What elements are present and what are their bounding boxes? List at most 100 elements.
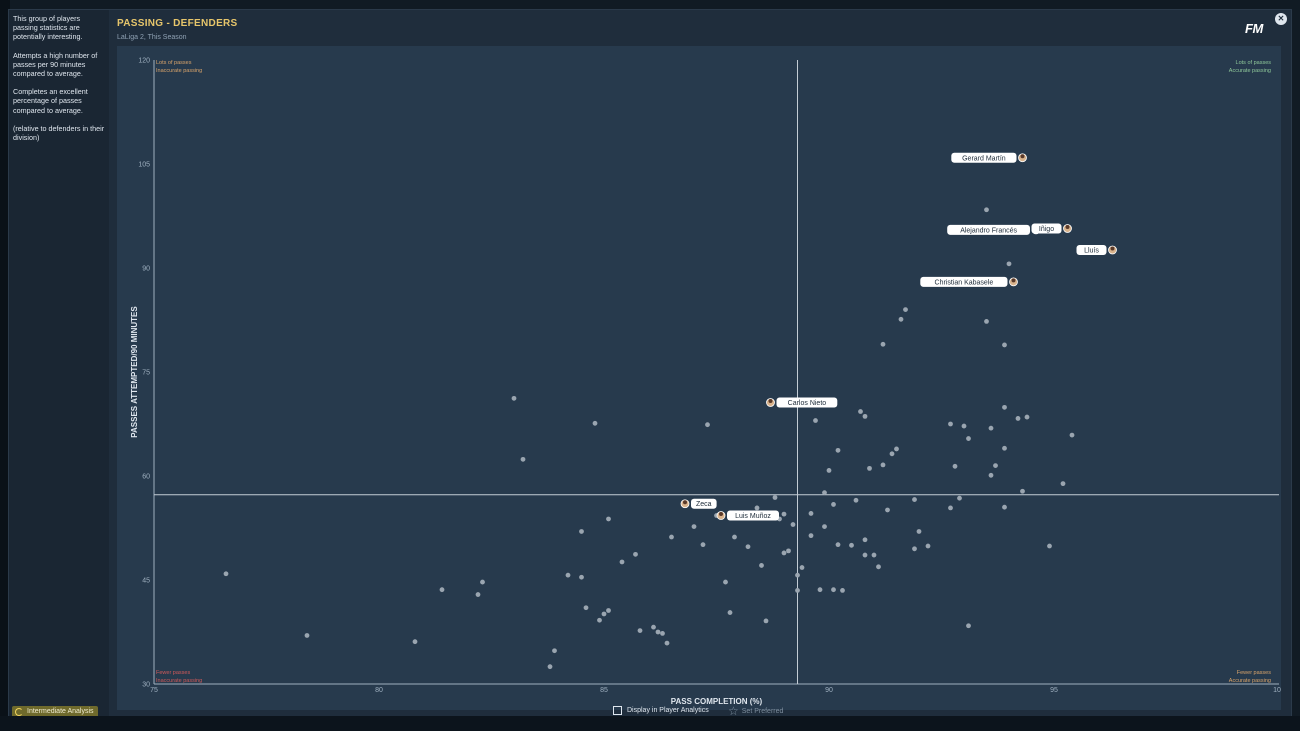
data-point	[880, 341, 886, 347]
data-point	[772, 495, 778, 500]
data-point	[867, 465, 872, 471]
data-point	[925, 543, 931, 549]
quadrant-label-bottom-left: Fewer passes	[156, 670, 190, 676]
data-point	[592, 420, 598, 426]
player-label: Christian Kabasele	[935, 279, 994, 286]
data-point	[786, 548, 791, 554]
data-point	[795, 588, 800, 593]
close-icon[interactable]: ✕	[1275, 13, 1287, 25]
player-avatar-hair	[768, 399, 773, 404]
bottom-edge	[0, 716, 1300, 731]
data-point	[984, 318, 989, 324]
y-tick-label: 75	[142, 370, 150, 377]
y-tick-label: 105	[138, 162, 150, 169]
player-label: Lluís	[1084, 247, 1099, 254]
data-point	[754, 505, 760, 511]
x-tick-label: 95	[1050, 687, 1058, 694]
data-point	[601, 611, 607, 617]
data-point	[826, 468, 832, 473]
fm-logo: FM	[1245, 21, 1263, 36]
player-avatar-hair	[1065, 224, 1070, 229]
player-label-bg	[947, 224, 1030, 235]
quadrant-label-top-right: Lots of passes	[1236, 60, 1272, 66]
x-tick-label: 75	[150, 687, 158, 694]
analysis-panel: This group of players passing statistics…	[8, 9, 1292, 723]
data-point	[876, 564, 881, 570]
player-label: Alejandro Francés	[960, 227, 1017, 234]
data-point	[988, 425, 994, 431]
data-point	[831, 502, 836, 507]
data-point	[813, 418, 818, 423]
data-point	[723, 579, 728, 585]
data-point	[579, 529, 584, 534]
data-point	[957, 495, 962, 501]
data-point	[808, 511, 814, 516]
data-point	[759, 563, 764, 568]
data-point	[799, 565, 805, 570]
data-point	[1002, 504, 1007, 510]
player-label-bg	[1076, 244, 1107, 255]
data-point	[903, 307, 908, 312]
player-avatar-hair	[1011, 278, 1016, 283]
data-point	[745, 544, 751, 550]
data-point	[633, 551, 638, 557]
data-point	[732, 534, 737, 540]
player-label-bg	[776, 397, 838, 408]
chart-area: 30 45 60 75 90 105 120 75 80 85 90 95 100 PASS COMPLE…	[117, 46, 1281, 710]
data-point	[993, 463, 998, 468]
display-in-player-analytics-checkbox[interactable]: Display in Player Analytics	[613, 706, 709, 715]
x-axis-label: PASS COMPLETION (%)	[671, 697, 763, 706]
y-axis-label: PASSES ATTEMPTED/90 MINUTES	[130, 306, 139, 438]
data-point	[952, 463, 958, 469]
y-tick-label: 45	[142, 578, 150, 585]
description-paragraph: Completes an excellent percentage of pas…	[13, 87, 88, 115]
data-point	[948, 505, 953, 511]
player-avatar-hair	[1020, 154, 1025, 159]
data-point	[808, 533, 814, 539]
player-label: Zeca	[696, 501, 712, 508]
player-label: Carlos Nieto	[788, 400, 827, 407]
page-subtitle: LaLiga 2, This Season	[117, 34, 187, 41]
player-label-bg	[727, 510, 779, 521]
data-point	[1015, 416, 1021, 421]
data-point	[966, 623, 971, 629]
data-point	[565, 572, 571, 578]
y-tick-label: 90	[142, 266, 150, 273]
player-avatar-hair	[719, 512, 723, 517]
player-label-bg	[691, 498, 717, 509]
y-tick-label: 30	[142, 682, 150, 689]
player-label-bg	[951, 152, 1017, 163]
data-point	[597, 617, 602, 623]
player-label-bg	[920, 276, 1008, 287]
description-paragraph: (relative to defenders in their division…	[13, 123, 105, 143]
data-point	[1069, 432, 1075, 438]
analysis-icon	[15, 708, 23, 716]
data-point	[763, 618, 769, 624]
quadrant-label-bottom-right: Fewer passes	[1237, 670, 1271, 676]
data-point	[475, 592, 481, 597]
data-point	[822, 524, 827, 530]
set-preferred-button[interactable]: ☆ Set Preferred	[728, 705, 783, 717]
intermediate-analysis-button[interactable]: Intermediate Analysis	[12, 706, 98, 718]
data-point	[606, 516, 611, 522]
data-point	[849, 542, 854, 548]
data-point	[727, 610, 733, 615]
quadrant-label-top-left: Lots of passes	[156, 60, 192, 66]
data-point	[552, 648, 557, 654]
data-point	[822, 490, 827, 496]
x-tick-label: 80	[375, 687, 383, 694]
quadrant-label-bottom-left: Inaccurate passing	[156, 678, 202, 684]
data-point	[1060, 481, 1066, 487]
data-point	[912, 546, 917, 552]
data-point	[961, 423, 967, 429]
data-point	[660, 630, 665, 636]
player-label: Iñigo	[1039, 226, 1054, 233]
data-point	[862, 537, 868, 543]
x-tick-label: 100	[1273, 687, 1281, 694]
data-point	[511, 395, 517, 401]
data-point	[781, 550, 787, 556]
data-point	[966, 436, 971, 441]
data-point	[840, 588, 845, 593]
player-label-bg	[1031, 223, 1062, 234]
